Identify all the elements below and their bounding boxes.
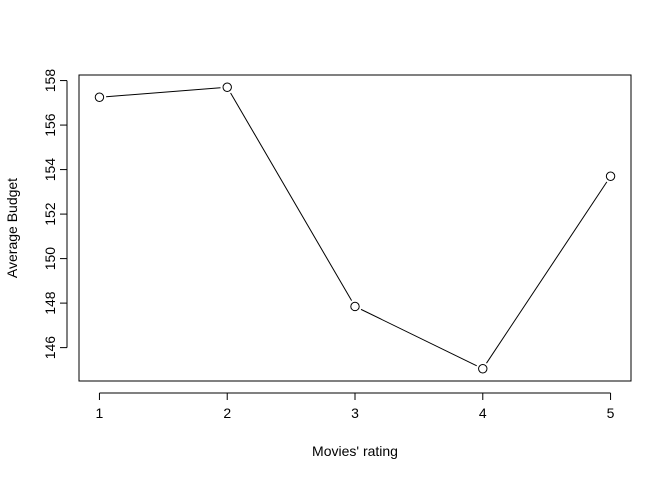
data-point <box>94 92 105 102</box>
y-axis-label: Average Budget <box>4 178 20 278</box>
data-point <box>222 82 232 92</box>
y-tick-label: 146 <box>42 336 58 360</box>
y-tick-label: 156 <box>42 113 58 137</box>
x-tick-label: 4 <box>479 405 487 421</box>
series-line-segment <box>360 308 477 367</box>
series-layer <box>94 82 616 374</box>
data-point <box>350 301 360 312</box>
series-line-segment <box>486 181 608 364</box>
data-point <box>478 364 488 374</box>
series-line-segment <box>106 87 221 98</box>
series-line-segment <box>230 92 353 301</box>
y-tick-label: 150 <box>42 247 58 271</box>
y-tick-label: 158 <box>42 69 58 93</box>
x-tick-label: 2 <box>223 405 231 421</box>
x-tick-label: 1 <box>96 405 104 421</box>
x-axis-label: Movies' rating <box>312 443 398 459</box>
y-tick-label: 148 <box>42 291 58 315</box>
plot-frame <box>78 74 632 382</box>
y-tick-label: 154 <box>42 158 58 182</box>
y-tick-label: 152 <box>42 202 58 226</box>
x-tick-label: 5 <box>607 405 615 421</box>
data-point <box>605 171 616 181</box>
x-tick-label: 3 <box>351 405 359 421</box>
axes-layer: 1 2 3 4 5 146 148 150 152 154 156 158 <box>42 69 632 421</box>
